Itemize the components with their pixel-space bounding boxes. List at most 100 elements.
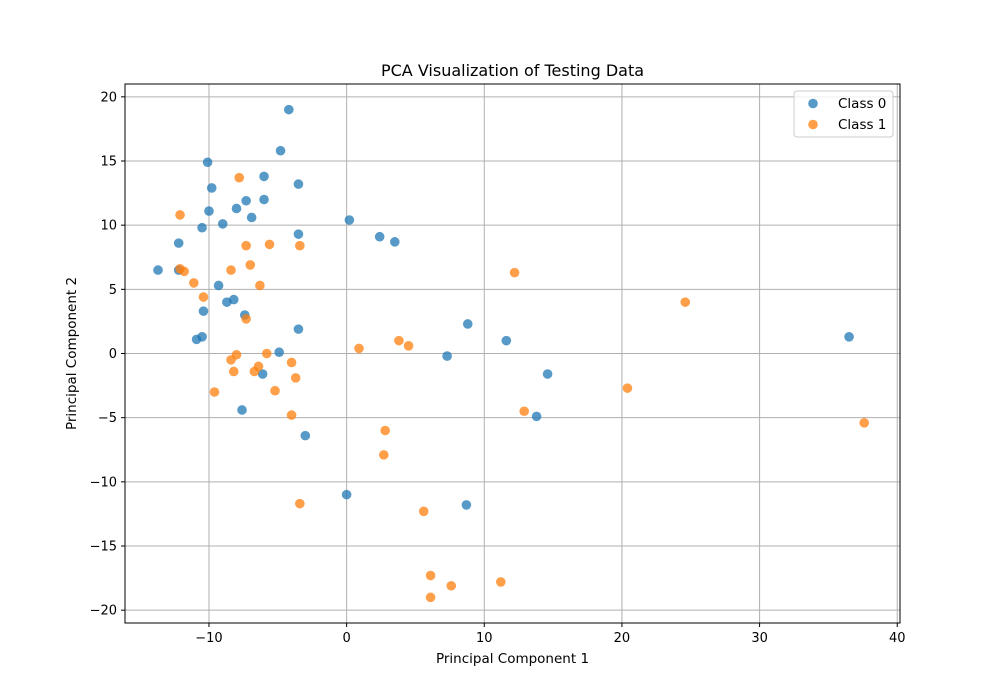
- data-point-class-1: [253, 361, 264, 372]
- legend-marker-class-1: [808, 119, 818, 130]
- data-point-class-0: [204, 206, 214, 216]
- data-point-class-0: [462, 319, 473, 329]
- data-point-class-1: [394, 335, 404, 346]
- data-point-class-0: [293, 179, 304, 189]
- data-point-class-0: [197, 332, 207, 342]
- data-point-class-1: [680, 297, 691, 307]
- data-point-class-1: [425, 592, 436, 603]
- legend-label-class-0: Class 0: [838, 96, 886, 112]
- data-point-class-1: [290, 373, 301, 383]
- y-tick-label: −20: [90, 604, 117, 619]
- data-point-class-0: [217, 219, 228, 229]
- data-point-class-0: [390, 237, 400, 247]
- data-point-class-0: [241, 195, 251, 206]
- data-point-class-0: [173, 238, 184, 248]
- data-point-class-1: [226, 355, 236, 365]
- data-point-class-1: [179, 266, 189, 277]
- data-point-class-1: [295, 240, 305, 251]
- data-point-class-0: [228, 294, 239, 305]
- data-point-class-0: [293, 324, 304, 334]
- data-point-class-0: [442, 351, 452, 361]
- data-point-class-0: [531, 411, 542, 422]
- y-tick-label: 10: [100, 219, 117, 234]
- data-points: [153, 104, 870, 603]
- data-point-class-1: [264, 239, 275, 250]
- y-tick-label: −15: [90, 540, 117, 555]
- data-point-class-1: [418, 506, 429, 517]
- legend-marker-class-0: [808, 98, 818, 109]
- chart-title: PCA Visualization of Testing Data: [381, 61, 644, 80]
- data-point-class-1: [495, 577, 506, 587]
- data-point-class-0: [501, 335, 512, 346]
- data-point-class-0: [259, 194, 269, 205]
- x-tick-label: −10: [195, 631, 222, 646]
- data-point-class-1: [175, 210, 185, 220]
- data-point-class-0: [844, 332, 854, 342]
- data-point-class-0: [257, 369, 268, 379]
- x-tick-label: 40: [889, 631, 906, 646]
- data-point-class-1: [209, 387, 220, 397]
- data-point-class-0: [206, 183, 217, 193]
- data-point-class-1: [245, 260, 256, 270]
- data-point-class-1: [189, 278, 199, 288]
- y-tick-label: −5: [98, 411, 117, 426]
- data-point-class-1: [270, 385, 280, 396]
- data-point-class-0: [284, 104, 294, 115]
- data-point-class-0: [274, 347, 284, 358]
- data-point-class-0: [231, 203, 242, 214]
- data-point-class-1: [295, 498, 305, 509]
- y-tick-label: 5: [109, 283, 117, 298]
- data-point-class-1: [380, 425, 390, 436]
- data-point-class-1: [198, 292, 209, 302]
- data-point-class-0: [153, 265, 163, 275]
- data-point-class-0: [198, 306, 209, 316]
- data-point-class-0: [275, 145, 286, 156]
- data-point-class-1: [425, 570, 436, 581]
- data-point-class-0: [213, 280, 224, 291]
- y-tick-label: 15: [100, 155, 117, 170]
- data-point-class-0: [341, 489, 352, 500]
- x-tick-label: 30: [751, 631, 768, 646]
- data-point-class-0: [293, 229, 304, 239]
- data-point-class-1: [378, 450, 389, 460]
- data-point-class-1: [255, 280, 265, 291]
- data-point-class-0: [344, 215, 355, 225]
- data-point-class-1: [261, 348, 272, 359]
- data-point-class-1: [228, 366, 239, 377]
- y-axis-ticks: −20 −15 −10 −5 0 5 10 15 20: [90, 90, 125, 619]
- data-point-class-1: [241, 240, 251, 251]
- data-point-class-1: [859, 418, 870, 428]
- y-tick-label: 20: [100, 90, 117, 105]
- grid-lines: [125, 84, 900, 623]
- x-axis-label: Principal Component 1: [436, 651, 589, 667]
- y-axis-label: Principal Component 2: [64, 277, 80, 430]
- x-tick-label: 10: [476, 631, 493, 646]
- x-tick-label: 20: [614, 631, 631, 646]
- data-point-class-1: [354, 343, 364, 354]
- data-point-class-1: [509, 267, 520, 278]
- data-point-class-1: [241, 314, 251, 324]
- x-axis-ticks: −10 0 10 20 30 40: [195, 623, 906, 646]
- data-point-class-0: [197, 222, 207, 233]
- data-point-class-0: [300, 430, 311, 441]
- data-point-class-1: [286, 357, 297, 368]
- legend: Class 0 Class 1: [793, 90, 894, 138]
- data-point-class-0: [542, 369, 553, 379]
- data-point-class-1: [234, 172, 245, 183]
- data-point-class-0: [461, 500, 472, 510]
- data-point-class-1: [286, 410, 297, 420]
- legend-box: [793, 90, 894, 138]
- data-point-class-0: [374, 231, 385, 242]
- y-tick-label: −10: [90, 475, 117, 490]
- data-point-class-1: [622, 383, 633, 393]
- data-point-class-0: [246, 212, 257, 223]
- y-tick-label: 0: [109, 347, 117, 362]
- data-point-class-1: [446, 580, 457, 591]
- data-point-class-0: [202, 157, 213, 168]
- data-point-class-1: [226, 265, 236, 275]
- legend-label-class-1: Class 1: [838, 117, 886, 133]
- data-point-class-0: [259, 171, 269, 182]
- data-point-class-1: [403, 341, 414, 351]
- x-tick-label: 0: [342, 631, 350, 646]
